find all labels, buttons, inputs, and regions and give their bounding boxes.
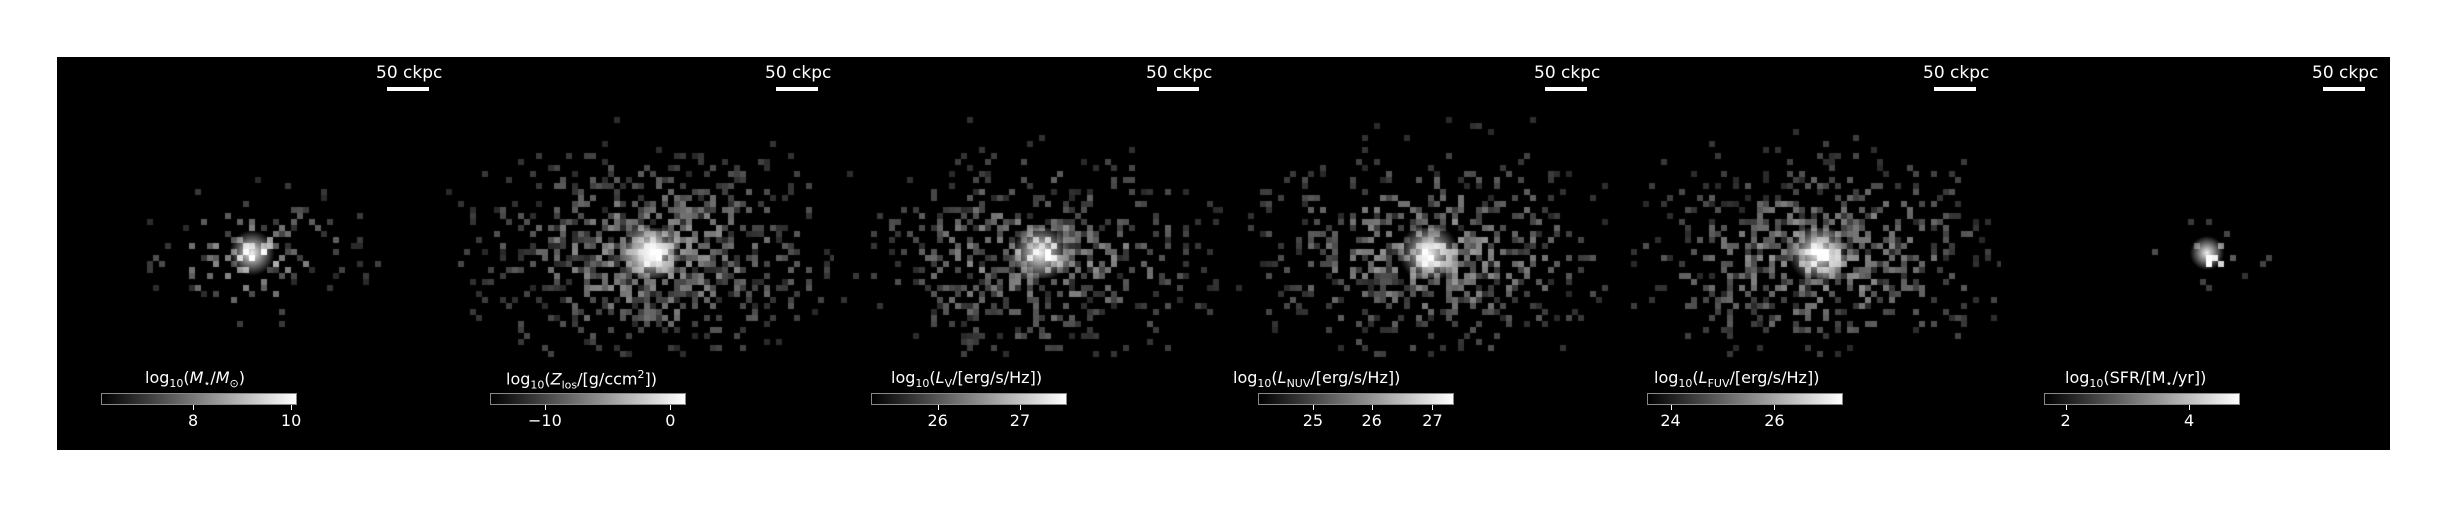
colorbar: [871, 393, 1067, 405]
panel-nuv-luminosity: 50 ckpc log10(LNUV/[erg/s/Hz]) 25 26 27: [1224, 57, 1612, 450]
panel-fuv-luminosity: 50 ckpc log10(LFUV/[erg/s/Hz]) 24 26: [1613, 57, 2001, 450]
colorbar-tick: [1670, 405, 1672, 410]
panel-metal-column: 50 ckpc log10(Zlos/[g/ccm2]) −10 0: [446, 57, 834, 450]
colorbar-tick-label: −10: [527, 411, 562, 430]
galaxy-map-strip: 50 ckpc log10(M⋆/M⊙) 8 10 50 ckpc log10(Z…: [57, 57, 2390, 450]
colorbar-tick: [544, 405, 546, 410]
colorbar-tick-label: 25: [1302, 411, 1324, 430]
colorbar-tick: [1432, 405, 1434, 410]
colorbar-label: log10(M⋆/M⊙): [145, 368, 246, 391]
colorbar-tick-label: 10: [280, 411, 302, 430]
colorbar-tick: [1774, 405, 1776, 410]
colorbar-tick-label: 8: [188, 411, 199, 430]
colorbar-tick-label: 2: [2060, 411, 2071, 430]
colorbar: [101, 393, 297, 405]
colorbar-tick: [2189, 405, 2191, 410]
colorbar: [490, 393, 686, 405]
colorbar-tick-label: 26: [927, 411, 948, 430]
colorbar-label: log10(Zlos/[g/ccm2]): [506, 368, 657, 392]
scale-bar: [2323, 87, 2365, 91]
map-image: [446, 57, 834, 450]
colorbar-label: log10(LNUV/[erg/s/Hz]): [1233, 368, 1401, 391]
colorbar-tick: [1312, 405, 1314, 410]
scale-bar: [387, 87, 429, 91]
scale-bar-label: 50 ckpc: [376, 63, 443, 83]
colorbar-tick-label: 4: [2183, 411, 2195, 430]
panel-stellar-mass: 50 ckpc log10(M⋆/M⊙) 8 10: [57, 57, 445, 450]
colorbar-tick-label: 26: [1361, 411, 1382, 430]
map-image: [1613, 57, 2001, 450]
scale-bar-label: 50 ckpc: [1146, 63, 1213, 83]
colorbar-label: log10(SFR/[M⋆/yr]): [2065, 368, 2207, 391]
colorbar-label: log10(LFUV/[erg/s/Hz]): [1654, 368, 1820, 391]
map-image: [1224, 57, 1612, 450]
map-image: [835, 57, 1223, 450]
colorbar-tick-label: 0: [665, 411, 676, 430]
colorbar-tick: [193, 405, 195, 410]
colorbar-tick: [670, 405, 672, 410]
colorbar-tick: [1019, 405, 1021, 410]
colorbar-tick: [291, 405, 293, 410]
colorbar: [2044, 393, 2240, 405]
scale-bar: [1934, 87, 1976, 91]
scale-bar: [1545, 87, 1587, 91]
colorbar-tick-label: 26: [1764, 411, 1785, 430]
colorbar-tick-label: 27: [1422, 411, 1443, 430]
scale-bar: [776, 87, 818, 91]
panel-star-formation-rate: 50 ckpc log10(SFR/[M⋆/yr]) 2 4: [2002, 57, 2390, 450]
scale-bar-label: 50 ckpc: [1923, 63, 1990, 83]
scale-bar: [1157, 87, 1199, 91]
colorbar: [1258, 393, 1454, 405]
colorbar-tick: [1371, 405, 1373, 410]
colorbar-label: log10(LV/[erg/s/Hz]): [891, 368, 1043, 391]
colorbar-tick-label: 24: [1660, 411, 1681, 430]
colorbar: [1647, 393, 1843, 405]
panel-v-band-luminosity: 50 ckpc log10(LV/[erg/s/Hz]) 26 27: [835, 57, 1223, 450]
scale-bar-label: 50 ckpc: [765, 63, 832, 83]
colorbar-tick-label: 27: [1009, 411, 1031, 430]
colorbar-tick: [2065, 405, 2067, 410]
scale-bar-label: 50 ckpc: [2312, 63, 2379, 83]
colorbar-tick: [937, 405, 939, 410]
map-image: [57, 57, 445, 450]
map-image: [2002, 57, 2390, 450]
scale-bar-label: 50 ckpc: [1534, 63, 1601, 83]
